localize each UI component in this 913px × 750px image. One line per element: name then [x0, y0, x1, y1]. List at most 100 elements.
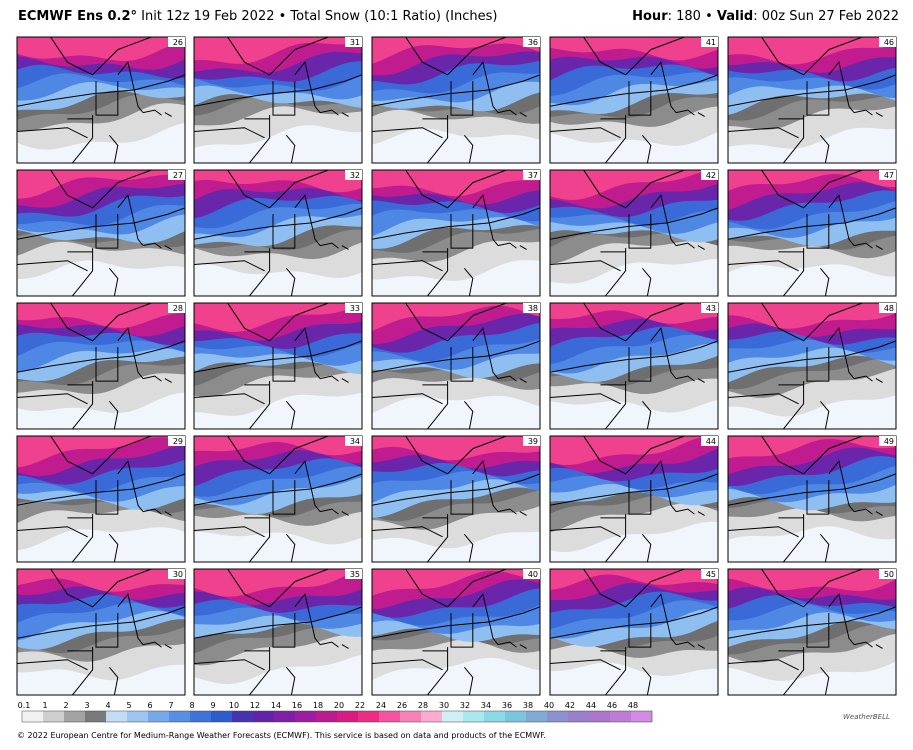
- border-line: [450, 480, 474, 515]
- member-label: 46: [884, 38, 894, 47]
- border-line: [642, 666, 652, 695]
- border-line: [628, 347, 652, 382]
- colorbar-label: 3: [84, 701, 89, 710]
- map-panel: [17, 303, 185, 429]
- border-line: [194, 207, 362, 240]
- border-line: [50, 569, 152, 608]
- border-line: [109, 134, 119, 163]
- border-line: [450, 347, 474, 382]
- member-box: [345, 569, 362, 579]
- border-line: [109, 400, 119, 429]
- border-line: [828, 194, 855, 246]
- snow-band: [372, 569, 540, 596]
- panel-frame: [193, 435, 363, 563]
- member-label: 42: [706, 171, 716, 180]
- map-panel: [372, 569, 540, 695]
- border-line: [875, 511, 883, 516]
- border-line: [319, 375, 339, 382]
- border-line: [875, 112, 883, 117]
- colorbar-segment: [337, 711, 359, 722]
- border-line: [142, 375, 162, 382]
- border-line: [472, 194, 499, 246]
- snow-band: [372, 303, 540, 331]
- border-line: [853, 508, 873, 515]
- colorbar-segment: [190, 711, 212, 722]
- colorbar-segment: [85, 711, 107, 722]
- border-line: [761, 170, 863, 209]
- border-line: [497, 641, 517, 648]
- panel-frame: [549, 568, 719, 696]
- border-line: [72, 248, 94, 296]
- colorbar-label: 42: [565, 701, 575, 710]
- snow-band: [728, 569, 896, 591]
- border-line: [497, 375, 517, 382]
- border-line: [227, 303, 329, 342]
- member-box: [879, 303, 896, 313]
- snow-band: [194, 303, 362, 332]
- border-line: [519, 511, 527, 516]
- colorbar-segment: [400, 711, 422, 722]
- border-line: [828, 61, 855, 113]
- panel-frame: [727, 568, 897, 696]
- colorbar-label: 14: [271, 701, 281, 710]
- member-label: 36: [528, 38, 538, 47]
- border-line: [17, 393, 88, 405]
- border-line: [194, 393, 265, 405]
- panel-frame: [193, 36, 363, 164]
- map-panel: [194, 569, 362, 695]
- border-line: [194, 526, 265, 538]
- border-line: [341, 644, 349, 649]
- member-label: 34: [350, 437, 360, 446]
- border-line: [697, 378, 705, 383]
- border-line: [405, 170, 507, 209]
- border-line: [497, 242, 517, 249]
- panel-frame: [727, 435, 897, 563]
- panel-frame: [549, 36, 719, 164]
- border-line: [372, 207, 540, 240]
- map-panel: [194, 37, 362, 163]
- border-line: [194, 74, 362, 107]
- member-box: [879, 436, 896, 446]
- border-line: [142, 508, 162, 515]
- border-line: [806, 613, 830, 648]
- border-line: [783, 248, 805, 296]
- border-line: [628, 214, 652, 249]
- border-line: [550, 606, 718, 639]
- border-line: [853, 641, 873, 648]
- border-line: [642, 533, 652, 562]
- border-line: [405, 436, 507, 475]
- snow-band: [372, 436, 540, 461]
- map-panel: [550, 37, 718, 163]
- snow-band: [194, 569, 362, 597]
- border-line: [17, 74, 185, 107]
- border-line: [728, 473, 896, 506]
- member-box: [523, 37, 540, 47]
- map-panel: [728, 37, 896, 163]
- panel-frame: [193, 568, 363, 696]
- border-line: [405, 37, 507, 76]
- member-box: [523, 303, 540, 313]
- border-line: [728, 127, 799, 139]
- colorbar-label: 5: [126, 701, 131, 710]
- map-panel: [728, 569, 896, 695]
- border-line: [828, 460, 855, 512]
- border-line: [294, 194, 321, 246]
- border-line: [806, 347, 830, 382]
- panel-frame: [727, 169, 897, 297]
- colorbar-label: 16: [292, 701, 302, 710]
- border-line: [341, 112, 349, 117]
- border-line: [286, 666, 296, 695]
- logo: WeatherBELL: [843, 713, 890, 721]
- border-line: [17, 659, 88, 671]
- member-box: [523, 569, 540, 579]
- border-line: [650, 194, 677, 246]
- member-label: 30: [173, 570, 183, 579]
- border-line: [194, 127, 265, 139]
- border-line: [117, 61, 144, 113]
- border-line: [783, 381, 805, 429]
- map-grid: 2627282930313233343536373839404142434445…: [16, 36, 897, 723]
- border-line: [728, 393, 799, 405]
- border-line: [820, 267, 830, 296]
- border-line: [427, 248, 449, 296]
- panel-frame: [549, 169, 719, 297]
